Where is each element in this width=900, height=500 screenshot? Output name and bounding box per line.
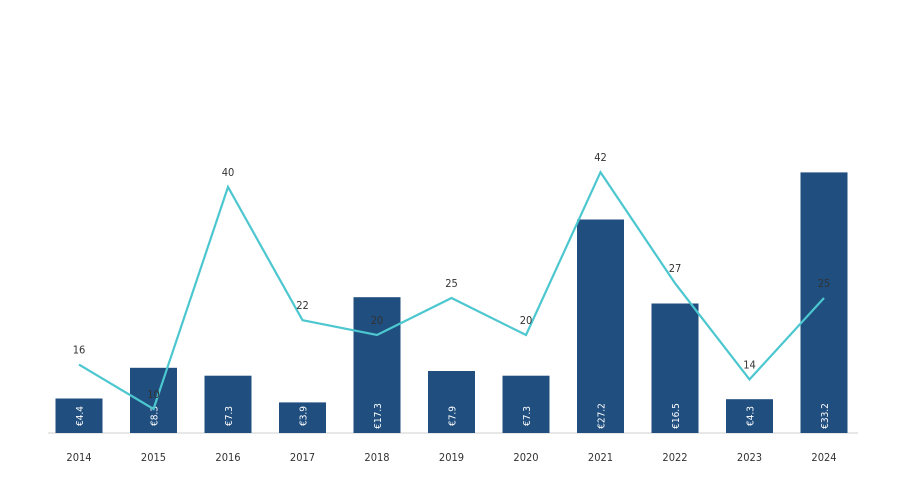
bar-value-label-2018: €17.3 (373, 403, 384, 429)
bar-2021 (577, 219, 624, 433)
bar-value-label-2022: €16.5 (671, 403, 682, 429)
line-value-label-2023: 14 (743, 358, 756, 371)
bar-value-label-2019: €7.9 (448, 406, 459, 426)
x-tick-2022: 2022 (662, 451, 687, 464)
x-tick-labels: 2014 2015 2016 2017 2018 2019 2020 2021 2022 2023… (66, 451, 836, 464)
line-value-label-2021: 42 (594, 151, 607, 164)
bar-value-label-2024: €33.2 (820, 403, 831, 429)
line-value-label-2018: 20 (371, 314, 384, 327)
line-value-label-2016: 40 (222, 166, 235, 179)
x-tick-2024: 2024 (811, 451, 836, 464)
x-tick-2023: 2023 (737, 451, 762, 464)
x-tick-2015: 2015 (141, 451, 166, 464)
line-value-label-2019: 25 (445, 277, 458, 290)
line-value-label-2017: 22 (296, 299, 309, 312)
bar-2014 (55, 398, 103, 433)
bar-2019 (428, 371, 475, 433)
bar-value-label-2014: €4.4 (75, 406, 86, 426)
x-tick-2014: 2014 (66, 451, 91, 464)
line-value-label-2022: 27 (669, 262, 682, 275)
bar-value-label-2016: €7.3 (224, 406, 235, 426)
bar-2016 (204, 375, 252, 433)
x-tick-2019: 2019 (439, 451, 464, 464)
x-tick-2018: 2018 (364, 451, 389, 464)
line-series (78, 169, 825, 411)
bar-2017 (279, 402, 326, 433)
bar-value-label-2023: €4.3 (746, 406, 757, 426)
x-tick-2017: 2017 (290, 451, 315, 464)
x-tick-2021: 2021 (588, 451, 613, 464)
bar-2022 (651, 303, 699, 433)
line-value-label-2020: 20 (520, 314, 533, 327)
bar-value-label-2021: €27.2 (597, 403, 608, 429)
bar-series (55, 172, 848, 433)
x-tick-2020: 2020 (513, 451, 538, 464)
bar-value-label-2015: €8.3 (150, 406, 161, 426)
line-value-label-2015: 10 (147, 388, 160, 401)
bar-2023 (726, 399, 773, 433)
x-tick-2016: 2016 (215, 451, 240, 464)
bar-2024 (800, 172, 848, 433)
line-value-labels: 16 10 40 22 20 25 20 42 27 14 25 (73, 151, 831, 401)
bar-2020 (502, 375, 550, 433)
bar-value-labels: €4.4 €8.3 €7.3 €3.9 €17.3 €7.9 €7.3 €27.2 €16.5 €… (75, 403, 831, 429)
bar-2018 (353, 297, 401, 433)
line-value-label-2024: 25 (818, 277, 831, 290)
line-value-label-2014: 16 (73, 344, 86, 357)
bar-value-label-2020: €7.3 (522, 406, 533, 426)
bar-value-label-2017: €3.9 (299, 406, 310, 426)
